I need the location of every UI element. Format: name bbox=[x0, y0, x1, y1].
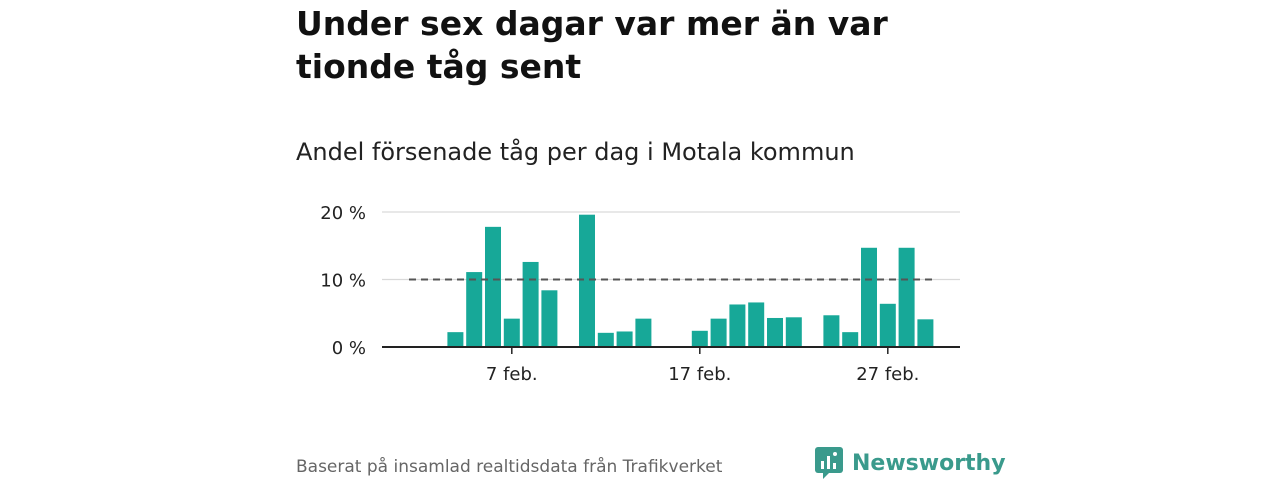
x-tick-label: 7 feb. bbox=[486, 364, 538, 385]
bar-chart: 0 % 10 % 20 % 7 feb. 17 feb. 27 feb. bbox=[320, 203, 960, 385]
x-tick-label: 27 feb. bbox=[856, 364, 919, 385]
bar bbox=[823, 315, 840, 347]
bar bbox=[785, 317, 802, 347]
bar bbox=[917, 319, 934, 347]
bar bbox=[748, 302, 765, 347]
bar bbox=[597, 332, 614, 347]
bar bbox=[861, 247, 877, 347]
bar bbox=[466, 272, 483, 347]
y-axis-tick-labels: 0 % 10 % 20 % bbox=[320, 203, 366, 359]
bar bbox=[767, 317, 783, 347]
bar bbox=[616, 331, 633, 347]
bar bbox=[447, 332, 464, 347]
bar bbox=[691, 330, 708, 347]
bar bbox=[879, 303, 896, 347]
source-note: Baserat på insamlad realtidsdata från Tr… bbox=[296, 457, 723, 477]
bar bbox=[522, 261, 539, 347]
y-tick-label: 0 % bbox=[332, 338, 366, 359]
y-tick-label: 10 % bbox=[320, 271, 366, 292]
chart-title: Under sex dagar var mer än var tionde tå… bbox=[296, 4, 888, 86]
bar bbox=[541, 290, 558, 347]
x-axis-tick-labels: 7 feb. 17 feb. 27 feb. bbox=[486, 347, 919, 385]
bar bbox=[710, 318, 727, 347]
bar bbox=[898, 247, 915, 347]
bar bbox=[842, 332, 859, 347]
bar bbox=[729, 304, 746, 347]
brand[interactable]: Newsworthy bbox=[814, 446, 1006, 480]
bar bbox=[635, 318, 652, 347]
brand-name: Newsworthy bbox=[852, 450, 1006, 476]
y-tick-label: 20 % bbox=[320, 203, 366, 224]
bar bbox=[485, 226, 501, 347]
bar bbox=[579, 214, 595, 347]
chart-subtitle: Andel försenade tåg per dag i Motala kom… bbox=[296, 138, 855, 166]
x-tick-label: 17 feb. bbox=[668, 364, 731, 385]
bars bbox=[447, 214, 934, 347]
bar bbox=[503, 318, 520, 347]
newsworthy-logo-icon bbox=[815, 447, 843, 479]
